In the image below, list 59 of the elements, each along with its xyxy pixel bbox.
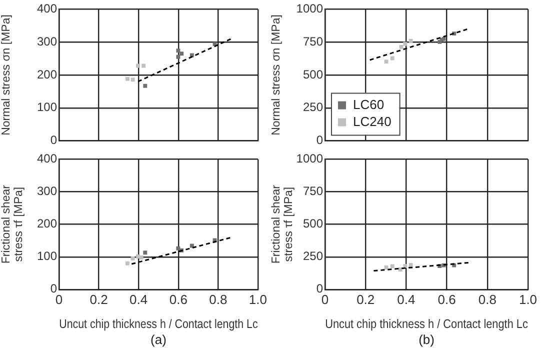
point bbox=[125, 261, 130, 266]
y-tick-label: 1000 bbox=[296, 152, 324, 166]
point bbox=[384, 60, 388, 64]
x-tick-label: 0.6 bbox=[169, 292, 188, 307]
point bbox=[180, 52, 184, 56]
point bbox=[390, 56, 394, 60]
x-tick-label: 0.6 bbox=[438, 292, 456, 307]
y-tick-label: 100 bbox=[36, 249, 58, 264]
x-tick-label: 0.8 bbox=[478, 292, 496, 307]
y-tick-label: 1000 bbox=[296, 2, 324, 16]
y-tick-label: 400 bbox=[36, 2, 58, 16]
y-tick-label: 500 bbox=[302, 67, 324, 82]
text: (b) bbox=[418, 332, 434, 348]
x-tick-label: 0.2 bbox=[90, 292, 108, 307]
y-tick-label: 500 bbox=[302, 216, 324, 231]
point bbox=[130, 256, 135, 260]
y-tick-label: 100 bbox=[36, 100, 58, 114]
point bbox=[143, 250, 148, 255]
x-tick-label: 0.4 bbox=[397, 292, 416, 307]
point bbox=[139, 256, 144, 260]
y-tick-label: 0 bbox=[50, 133, 58, 148]
x-axis-title: Uncut chip thickness h / Contact length Lc bbox=[59, 317, 258, 332]
legend-label: LC60 bbox=[353, 96, 384, 112]
y-axis-title: Frictional shear stress τf [MPa] bbox=[0, 184, 26, 264]
point bbox=[125, 76, 130, 81]
point bbox=[399, 44, 404, 49]
y-tick-label: 400 bbox=[36, 152, 58, 166]
point bbox=[130, 78, 135, 82]
y-tick-label: 0 bbox=[316, 133, 324, 148]
x-tick-label: 1.0 bbox=[248, 292, 268, 307]
point bbox=[408, 38, 413, 43]
text: (a) bbox=[150, 332, 166, 348]
y-axis-title: Normal stress σn [MPa] bbox=[270, 14, 282, 136]
y-tick-label: 0 bbox=[316, 282, 324, 296]
point bbox=[143, 84, 148, 88]
y-tick-label: 250 bbox=[302, 249, 324, 264]
x-tick-label: 0.4 bbox=[130, 292, 148, 307]
x-tick-label: 0.2 bbox=[356, 292, 375, 307]
y-tick-label: 300 bbox=[36, 34, 58, 48]
point bbox=[136, 254, 140, 259]
x-tick-label: 1.0 bbox=[518, 292, 538, 307]
point bbox=[136, 64, 140, 68]
point bbox=[142, 64, 146, 68]
x-tick-label: 0.8 bbox=[209, 292, 228, 307]
y-axis-title: Frictional shear stress τf [MPa] bbox=[270, 184, 296, 264]
point bbox=[176, 48, 180, 53]
y-axis-title: Normal stress σn [MPa] bbox=[0, 14, 12, 136]
x-axis-title: Uncut chip thickness h / Contact length Lc bbox=[325, 317, 528, 332]
y-tick-label: 750 bbox=[302, 34, 324, 48]
y-tick-label: 0 bbox=[50, 282, 58, 296]
legend-label: LC240 bbox=[353, 114, 392, 129]
y-tick-label: 250 bbox=[302, 100, 324, 114]
y-tick-label: 750 bbox=[302, 184, 324, 198]
y-tick-label: 200 bbox=[36, 216, 58, 231]
point bbox=[176, 246, 180, 250]
point bbox=[176, 54, 180, 59]
y-tick-label: 300 bbox=[36, 184, 58, 198]
point bbox=[403, 42, 408, 46]
y-tick-label: 200 bbox=[36, 67, 58, 82]
